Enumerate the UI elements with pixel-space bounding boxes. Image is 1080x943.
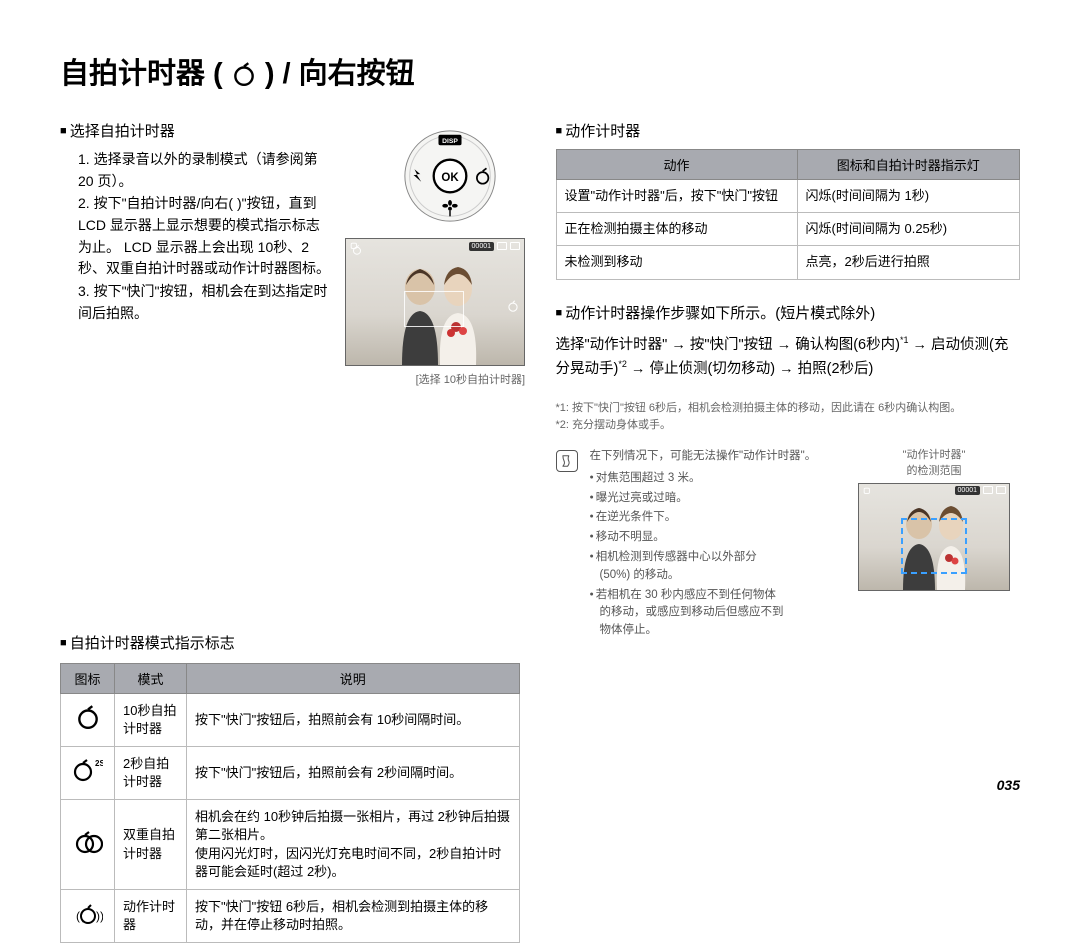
mode-name: 10秒自拍计时器 [115, 693, 187, 746]
battery-icon [996, 486, 1006, 494]
overlay-status: 00001 [955, 486, 1006, 495]
mt-th-indicator: 图标和自拍计时器指示灯 [797, 150, 1019, 180]
mode-desc: 按下"快门"按钮后，拍照前会有 2秒间隔时间。 [187, 746, 520, 799]
dial-icon: OK DISP [402, 128, 498, 224]
pic-label-1: "动作计时器" [858, 448, 1010, 462]
side-timer-icon [506, 299, 520, 318]
th-icon: 图标 [61, 663, 115, 693]
step-3: 3. 按下"快门"按钮，相机会在到达指定时间后拍照。 [78, 281, 330, 324]
table-row: 双重自拍计时器 相机会在约 10秒钟后拍摄一张相片，再过 2秒钟后拍摄第二张相片… [61, 800, 520, 890]
table-row: 2S 2秒自拍计时器 按下"快门"按钮后，拍照前会有 2秒间隔时间。 [61, 746, 520, 799]
note-item: 在逆光条件下。 [590, 509, 890, 527]
photo-frame: 00001 [345, 238, 525, 366]
detection-rect [901, 518, 967, 574]
timer-motion-icon: (()) [73, 901, 103, 927]
mt-th-action: 动作 [556, 150, 797, 180]
mode-name: 2秒自拍计时器 [115, 746, 187, 799]
r-section2-header: 动作计时器操作步骤如下所示。(短片模式除外) [556, 302, 1020, 323]
table-row: (()) 动作计时器 按下"快门"按钮 6秒后，相机会检测到拍摄主体的移动，并在… [61, 890, 520, 943]
table-row: 设置"动作计时器"后，按下"快门"按钮 闪烁(时间间隔为 1秒) [556, 180, 1019, 213]
sd-icon [983, 486, 993, 494]
th-mode: 模式 [115, 663, 187, 693]
photo-caption: [选择 10秒自拍计时器] [345, 371, 525, 387]
th-desc: 说明 [187, 663, 520, 693]
note-item: 相机检测到传感器中心以外部分(50%) 的移动。 [590, 549, 890, 585]
note-item: 若相机在 30 秒内感应不到任何物体的移动，或感应到移动后但感应不到物体停止。 [590, 587, 890, 640]
note-box: 在下列情况下，可能无法操作"动作计时器"。 对焦范围超过 3 米。 曝光过亮或过… [556, 448, 1020, 642]
footnote-2: *2: 充分摆动身体或手。 [556, 417, 1020, 434]
sd-icon [497, 242, 507, 250]
indicator-cell: 闪烁(时间间隔为 0.25秒) [797, 213, 1019, 246]
counter-pill: 00001 [955, 486, 980, 495]
control-dial: OK DISP [402, 128, 498, 229]
counter-pill: 00001 [469, 242, 494, 251]
table-row: 10秒自拍计时器 按下"快门"按钮后，拍照前会有 10秒间隔时间。 [61, 693, 520, 746]
example-photo: 00001 [选择 10秒自拍计时器] [345, 238, 525, 387]
title-text: 自拍计时器 ( ) / 向右按钮 [60, 58, 415, 90]
mode-desc: 相机会在约 10秒钟后拍摄一张相片，再过 2秒钟后拍摄第二张相片。 使用闪光灯时… [187, 800, 520, 890]
footnote-1: *1: 按下"快门"按钮 6秒后，相机会检测拍摄主体的移动，因此请在 6秒内确认… [556, 400, 1020, 417]
svg-text:2S: 2S [95, 759, 103, 768]
overlay-status: 00001 [469, 242, 520, 251]
motion-table: 动作 图标和自拍计时器指示灯 设置"动作计时器"后，按下"快门"按钮 闪烁(时间… [556, 149, 1020, 280]
action-cell: 设置"动作计时器"后，按下"快门"按钮 [556, 180, 797, 213]
mode-table: 图标 模式 说明 10秒自拍计时器 按下"快门"按钮后，拍照前会有 10秒间隔时… [60, 663, 520, 943]
footnotes: *1: 按下"快门"按钮 6秒后，相机会检测拍摄主体的移动，因此请在 6秒内确认… [556, 400, 1020, 434]
detection-frame: 00001 [858, 483, 1010, 591]
timer-10s-icon [75, 704, 101, 730]
battery-icon [510, 242, 520, 250]
section2-header: 自拍计时器模式指示标志 [60, 632, 520, 653]
timer-2s-icon: 2S [73, 757, 103, 783]
overlay-timer-icon [350, 242, 364, 261]
mode-desc: 按下"快门"按钮 6秒后，相机会检测到拍摄主体的移动，并在停止移动时拍照。 [187, 890, 520, 943]
r-section1-header: 动作计时器 [556, 120, 1020, 141]
table-row: 正在检测拍摄主体的移动 闪烁(时间间隔为 0.25秒) [556, 213, 1019, 246]
flow-text: 选择"动作计时器" → 按"快门"按钮 → 确认构图(6秒内)*1 → 启动侦测… [556, 333, 1020, 382]
pic-label-2: 的检测范围 [858, 464, 1010, 478]
mode-desc: 按下"快门"按钮后，拍照前会有 10秒间隔时间。 [187, 693, 520, 746]
overlay-timer-icon [863, 487, 877, 506]
step-list: 1. 选择录音以外的录制模式（请参阅第 20 页）。 2. 按下"自拍计时器/向… [60, 149, 330, 325]
indicator-cell: 闪烁(时间间隔为 1秒) [797, 180, 1019, 213]
page-title: 自拍计时器 ( ) / 向右按钮 [60, 50, 1020, 92]
note-item: 对焦范围超过 3 米。 [590, 470, 890, 488]
timer-double-icon [73, 829, 103, 855]
step-1: 1. 选择录音以外的录制模式（请参阅第 20 页）。 [78, 149, 330, 192]
table-row: 未检测到移动 点亮，2秒后进行拍照 [556, 246, 1019, 279]
note-body: 在下列情况下，可能无法操作"动作计时器"。 对焦范围超过 3 米。 曝光过亮或过… [590, 448, 890, 640]
svg-text:OK: OK [441, 172, 459, 184]
note-intro: 在下列情况下，可能无法操作"动作计时器"。 [590, 448, 890, 466]
focus-rect [404, 291, 464, 327]
note-item: 移动不明显。 [590, 529, 890, 547]
step-2: 2. 按下"自拍计时器/向右( )"按钮，直到 LCD 显示器上显示想要的模式指… [78, 193, 330, 280]
action-cell: 正在检测拍摄主体的移动 [556, 213, 797, 246]
detection-range-figure: "动作计时器" 的检测范围 [858, 448, 1010, 591]
mode-name: 双重自拍计时器 [115, 800, 187, 890]
mode-name: 动作计时器 [115, 890, 187, 943]
action-cell: 未检测到移动 [556, 246, 797, 279]
svg-text:)): )) [96, 909, 103, 923]
svg-text:DISP: DISP [442, 138, 458, 145]
page-number: 035 [997, 777, 1020, 793]
note-item: 曝光过亮或过暗。 [590, 490, 890, 508]
indicator-cell: 点亮，2秒后进行拍照 [797, 246, 1019, 279]
note-icon [556, 450, 578, 472]
